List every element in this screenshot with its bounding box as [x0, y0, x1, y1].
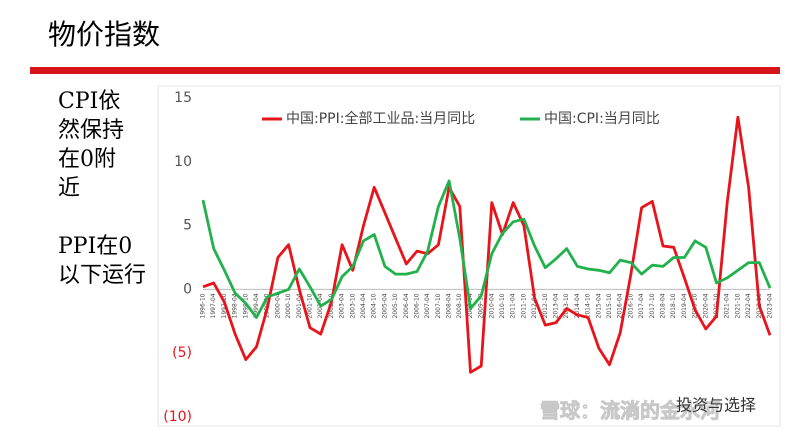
x-tick-label: 1998-04	[232, 293, 239, 318]
x-tick-label: 2001-10	[306, 293, 313, 318]
y-tick-label: 0	[183, 281, 192, 297]
x-tick-label: 2004-04	[360, 293, 367, 318]
watermark: 投资与选择	[676, 396, 756, 415]
x-tick-label: 2015-04	[595, 293, 602, 318]
x-tick-label: 2007-10	[435, 293, 442, 318]
x-tick-label: 2006-04	[403, 293, 410, 318]
y-tick-label: 15	[174, 90, 192, 106]
x-tick-label: 1999-04	[253, 293, 260, 318]
note-line: 然保持	[58, 118, 124, 143]
note-line: CPI依	[58, 89, 120, 114]
x-tick-label: 2014-04	[574, 293, 581, 318]
x-tick-label: 2017-10	[649, 293, 656, 318]
x-tick-label: 2003-04	[339, 293, 346, 318]
x-tick-label: 2006-10	[413, 293, 420, 318]
x-tick-label: 2022-04	[745, 293, 752, 318]
y-tick-label: (5)	[172, 345, 192, 361]
x-tick-label: 2011-04	[510, 293, 517, 318]
slide-title: 物价指数	[48, 18, 160, 51]
x-tick-label: 2019-04	[681, 293, 688, 318]
x-tick-label: 2016-10	[627, 293, 634, 318]
x-tick-label: 2018-10	[670, 293, 677, 318]
x-tick-label: 2011-10	[520, 293, 527, 318]
x-tick-label: 1997-04	[210, 293, 217, 318]
x-tick-label: 2004-10	[371, 293, 378, 318]
x-tick-label: 2016-04	[617, 293, 624, 318]
chart-frame	[157, 85, 781, 427]
x-tick-label: 1996-10	[200, 293, 207, 318]
x-tick-label: 2001-04	[296, 293, 303, 318]
x-tick-label: 2023-04	[767, 293, 774, 318]
x-tick-label: 2000-10	[285, 293, 292, 318]
x-tick-label: 2008-04	[446, 293, 453, 318]
y-tick-label: (10)	[163, 409, 192, 425]
x-tick-label: 2021-04	[724, 293, 731, 318]
watermark: 雪球：流淌的金水河	[540, 399, 720, 423]
x-tick-label: 2000-04	[274, 293, 281, 318]
legend-label: 中国:CPI:当月同比	[544, 111, 660, 127]
x-tick-label: 2021-10	[734, 293, 741, 318]
x-tick-label: 2007-04	[424, 293, 431, 318]
x-tick-label: 2012-10	[542, 293, 549, 318]
x-tick-label: 2013-04	[553, 293, 560, 318]
x-tick-label: 2010-10	[499, 293, 506, 318]
x-tick-label: 2008-10	[456, 293, 463, 318]
note-line: 以下运行	[58, 263, 146, 288]
x-tick-label: 2010-04	[488, 293, 495, 318]
x-tick-label: 2009-10	[478, 293, 485, 318]
x-tick-label: 2018-04	[660, 293, 667, 318]
note-line: PPI在0	[58, 234, 132, 259]
series-line	[201, 179, 772, 319]
x-tick-label: 2003-10	[349, 293, 356, 318]
x-tick-label: 2017-04	[638, 293, 645, 318]
note-line: 近	[58, 176, 80, 201]
x-tick-label: 1998-10	[242, 293, 249, 318]
note-line: 在0附	[58, 147, 116, 172]
y-tick-label: 10	[174, 154, 192, 170]
x-tick-label: 2013-10	[563, 293, 570, 318]
x-tick-label: 2005-04	[381, 293, 388, 318]
series-line	[202, 115, 772, 374]
legend-label: 中国:PPI:全部工业品:当月同比	[286, 110, 475, 127]
x-tick-label: 2005-10	[392, 293, 399, 318]
x-tick-label: 2014-10	[585, 293, 592, 318]
x-tick-label: 2012-04	[531, 293, 538, 318]
title-rule	[30, 67, 780, 74]
y-tick-label: 5	[183, 218, 192, 234]
x-tick-label: 2015-10	[606, 293, 613, 318]
x-tick-label: 2020-04	[702, 293, 709, 318]
